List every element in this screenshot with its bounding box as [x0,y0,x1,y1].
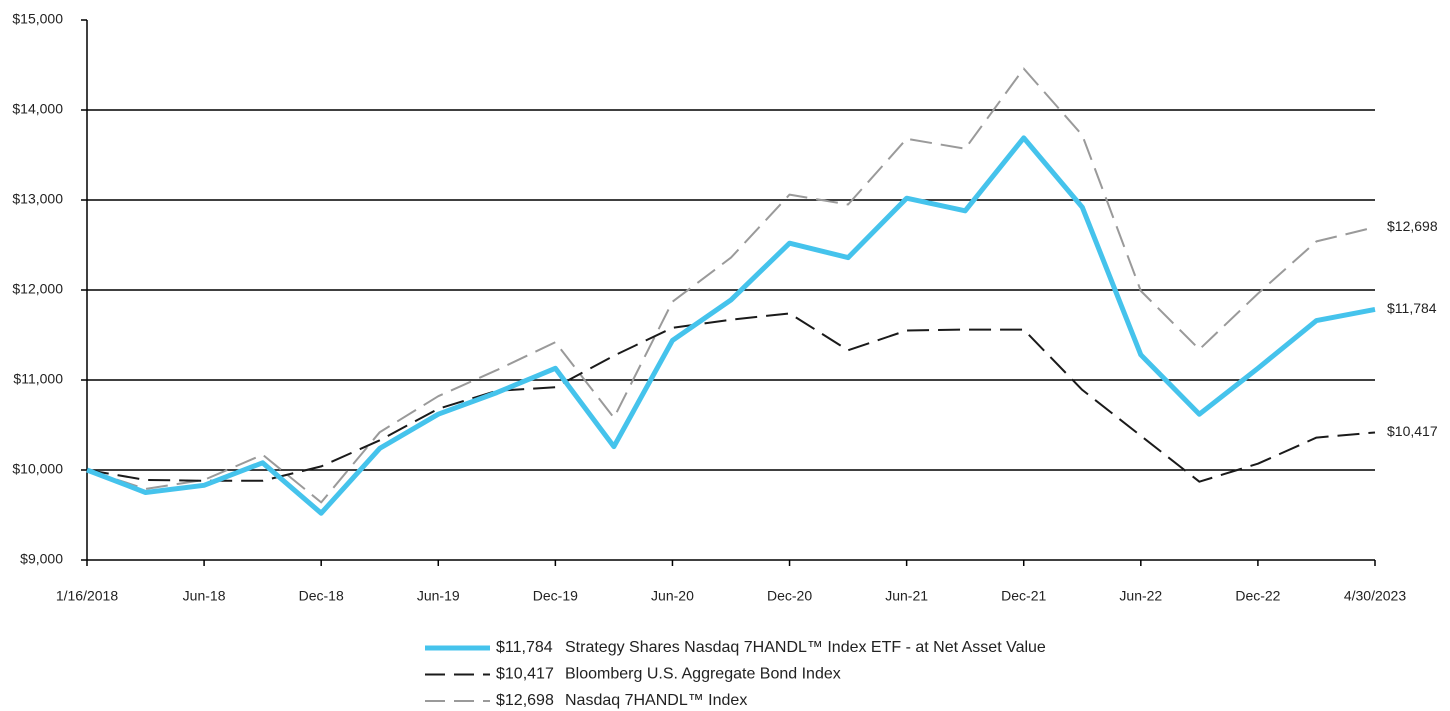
series-line [86,312,1376,483]
x-tick-label: Dec-18 [299,588,344,604]
y-tick-label: $13,000 [12,191,63,207]
legend-label: Strategy Shares Nasdaq 7HANDL™ Index ETF… [565,639,1046,656]
y-tick-label: $9,000 [20,551,63,567]
end-label: $12,698 [1387,218,1438,234]
legend-label: Nasdaq 7HANDL™ Index [565,692,747,709]
y-tick-label: $11,000 [13,371,63,387]
legend-value: $11,784 [496,639,553,656]
x-tick-label: Jun-18 [183,588,226,604]
end-label: $10,417 [1387,423,1438,439]
x-tick-label: Dec-20 [767,588,812,604]
x-tick-label: Dec-22 [1235,588,1280,604]
series-line [86,135,1376,516]
y-tick-label: $15,000 [12,11,63,27]
legend-label: Bloomberg U.S. Aggregate Bond Index [565,666,841,683]
end-label: $11,784 [1387,300,1437,316]
x-tick-label: Dec-19 [533,588,578,604]
x-tick-label: Jun-21 [885,588,928,604]
x-tick-label: Jun-22 [1119,588,1162,604]
x-tick-label: 4/30/2023 [1344,588,1406,604]
legend-value: $10,417 [496,666,554,683]
x-tick-label: Jun-19 [417,588,460,604]
x-tick-label: Dec-21 [1001,588,1046,604]
x-tick-label: Jun-20 [651,588,694,604]
legend-value: $12,698 [496,692,554,709]
y-tick-label: $10,000 [12,461,63,477]
y-tick-label: $12,000 [12,281,63,297]
series-line [86,67,1376,504]
x-tick-label: 1/16/2018 [56,588,118,604]
y-tick-label: $14,000 [12,101,63,117]
